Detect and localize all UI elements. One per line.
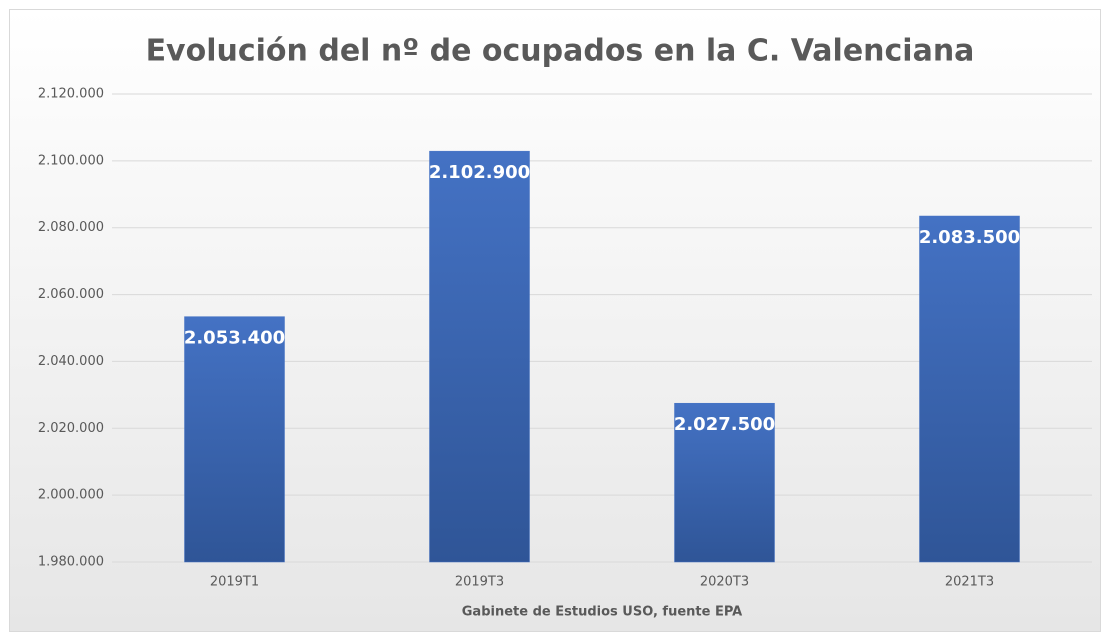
y-tick-label: 2.100.000	[38, 153, 104, 168]
y-tick-label: 2.080.000	[38, 220, 104, 235]
y-tick-label: 2.020.000	[38, 421, 104, 436]
bar	[429, 150, 530, 563]
bar	[919, 215, 1020, 563]
x-tick-label: 2021T3	[945, 575, 994, 590]
y-tick-label: 2.060.000	[38, 287, 104, 302]
x-axis-label: Gabinete de Estudios USO, fuente EPA	[462, 605, 743, 620]
data-label: 2.083.500	[919, 227, 1020, 248]
y-tick-label: 2.120.000	[38, 87, 104, 102]
bar	[184, 316, 285, 563]
x-tick-label: 2020T3	[700, 575, 749, 590]
data-label: 2.102.900	[429, 162, 530, 183]
x-tick-label: 2019T1	[210, 575, 259, 590]
bar	[674, 402, 775, 563]
y-tick-label: 2.000.000	[38, 488, 104, 503]
y-tick-label: 1.980.000	[38, 555, 104, 570]
data-label: 2.027.500	[674, 414, 775, 435]
data-label: 2.053.400	[184, 328, 285, 349]
y-tick-label: 2.040.000	[38, 354, 104, 369]
chart-title: Evolución del nº de ocupados en la C. Va…	[146, 34, 975, 69]
x-tick-label: 2019T3	[455, 575, 504, 590]
